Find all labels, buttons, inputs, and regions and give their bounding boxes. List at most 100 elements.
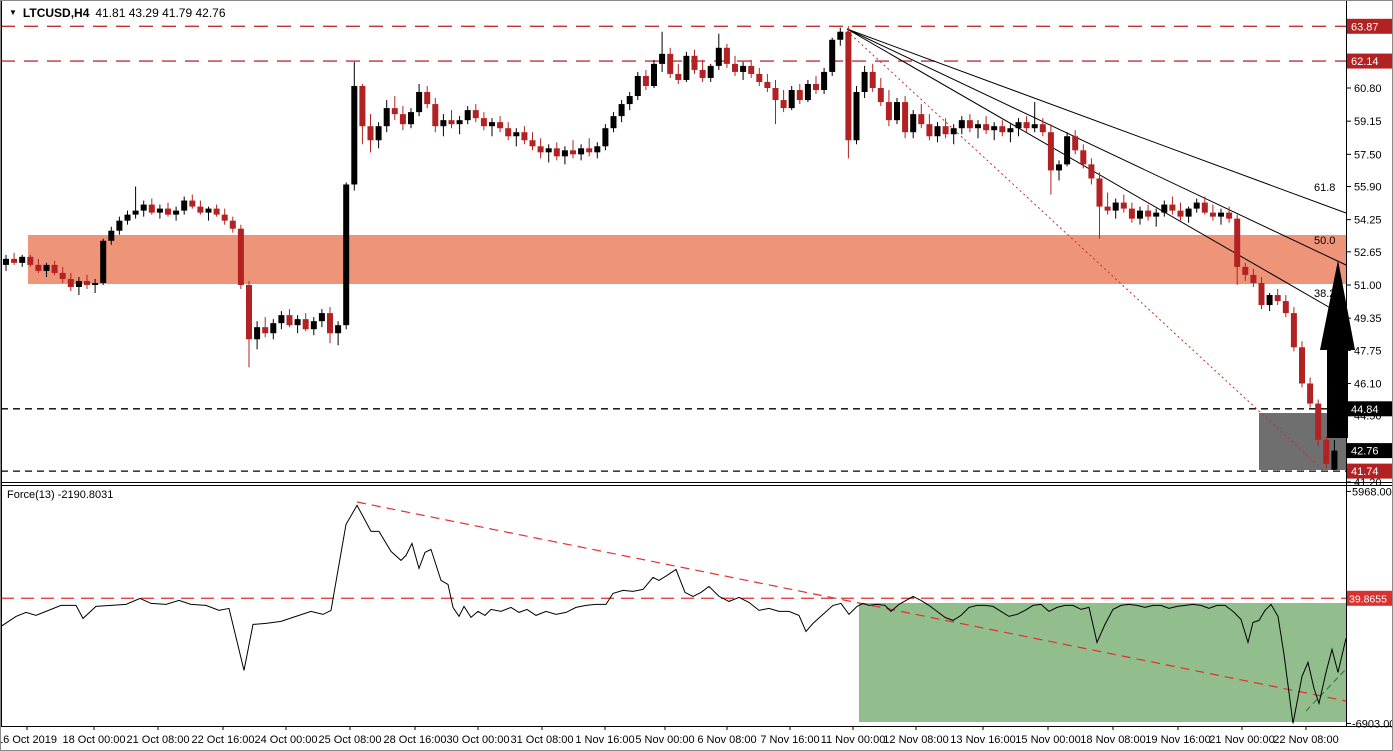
price-tick-label: 52.65 <box>1354 247 1382 259</box>
ohlc-readout: 41.81 43.29 41.79 42.76 <box>95 6 226 20</box>
candle-bull <box>1031 124 1038 129</box>
price-flag <box>1347 443 1392 459</box>
candle-bull <box>634 75 641 97</box>
fib-fan-ray[interactable] <box>846 28 1347 266</box>
candle-bear <box>148 204 155 213</box>
time-tick-label: 24 Oct 00:00 <box>255 734 318 746</box>
candle-bull <box>602 128 609 147</box>
candle-bull <box>578 148 585 155</box>
candle-bull <box>116 220 123 231</box>
candle-bull <box>788 90 795 109</box>
time-axis[interactable]: 16 Oct 2019 18 Oct 00:00 21 Oct 08:00 22 Oc… <box>1 726 1339 746</box>
candle-bear <box>11 258 18 263</box>
candle-bear <box>772 88 779 101</box>
symbol-dropdown-icon[interactable]: ▼ <box>9 8 17 17</box>
price-flag <box>1347 53 1392 69</box>
candle-bear <box>246 284 252 340</box>
fib-fan-label: 38.2 <box>1314 288 1335 300</box>
levels-group: 61.8 50.0 38.2 <box>1 25 1347 472</box>
candle-bear <box>780 100 787 109</box>
candle-bear <box>537 146 544 153</box>
price-tick-label: 47.75 <box>1354 345 1382 357</box>
price-flag-label: 63.87 <box>1351 21 1379 33</box>
candle-bear <box>1323 439 1330 464</box>
candle-bear <box>845 31 852 141</box>
candle-bear <box>424 92 431 105</box>
candle-bear <box>359 85 366 127</box>
candle-bear <box>1290 313 1297 348</box>
candle-bear <box>165 208 171 215</box>
time-tick-label: 1 Nov 16:00 <box>575 734 634 746</box>
candle-bear <box>1209 212 1216 217</box>
candle-bull <box>408 112 414 125</box>
candle-bull <box>618 104 625 117</box>
time-tick-label: 22 Nov 08:00 <box>1273 734 1338 746</box>
indicator-axis[interactable]: 5968.000 -6903.00 39.8655 <box>1346 486 1393 730</box>
candle-bear <box>237 228 244 285</box>
candle-bull <box>75 280 82 287</box>
candle-bull <box>140 204 147 211</box>
candle-bear <box>642 75 649 86</box>
candle-bear <box>570 150 576 155</box>
candle-bull <box>294 319 301 326</box>
candle-bear <box>1315 403 1322 440</box>
price-flag <box>1347 18 1392 34</box>
candle-bull <box>19 256 26 263</box>
time-tick-label: 28 Oct 16:00 <box>384 734 447 746</box>
candle-bull <box>43 264 50 271</box>
price-tick-label: 60.80 <box>1354 83 1382 95</box>
force-index-line <box>1 504 1347 724</box>
indicator-trendline[interactable] <box>356 501 1347 702</box>
candle-bull <box>1218 212 1224 217</box>
time-tick-label: 13 Nov 16:00 <box>950 734 1015 746</box>
price-axis[interactable]: 60.80 59.15 57.50 55.90 54.25 52.65 51.00 49.35… <box>1346 18 1393 489</box>
candle-bull <box>610 116 617 129</box>
candle-bear <box>1080 150 1087 165</box>
candle-bear <box>748 65 755 74</box>
supply-zone[interactable] <box>28 235 1346 284</box>
time-tick-label: 16 Oct 2019 <box>1 734 57 746</box>
time-tick-label: 21 Oct 08:00 <box>127 734 190 746</box>
candle-bear <box>448 120 455 125</box>
zones-group <box>28 235 1346 722</box>
candle-bull <box>254 327 261 340</box>
indicator-tick-label: -6903.00 <box>1352 718 1393 730</box>
candle-bull <box>156 208 163 213</box>
candle-bull <box>383 108 390 127</box>
candle-bull <box>659 53 666 64</box>
candle-bear <box>796 90 803 101</box>
indicator-group <box>1 501 1347 724</box>
candle-bear <box>999 126 1006 133</box>
price-flag <box>1347 401 1392 417</box>
candle-bull <box>173 210 180 215</box>
fib-fan-ray[interactable] <box>846 28 1347 318</box>
candle-bear <box>1088 164 1095 179</box>
symbol-title[interactable]: ▼ LTCUSD,H4 41.81 43.29 41.79 42.76 <box>9 6 226 20</box>
time-tick-label: 7 Nov 16:00 <box>760 734 819 746</box>
candle-bear <box>1226 212 1233 219</box>
candle-bear <box>1104 206 1111 211</box>
indicator-highlight-zone[interactable] <box>859 603 1346 722</box>
candle-bear <box>1072 136 1079 151</box>
candle-bear <box>529 140 536 147</box>
downtrend-dotted-line[interactable] <box>846 30 1325 472</box>
candle-bear <box>667 53 674 74</box>
candle-bear <box>1258 282 1265 306</box>
candle-bull <box>594 146 601 153</box>
fib-fan-ray[interactable] <box>846 28 1347 214</box>
time-tick-label: 19 Nov 16:00 <box>1145 734 1210 746</box>
candle-bull <box>318 313 325 322</box>
candle-bear <box>902 102 909 133</box>
candle-bull <box>270 323 277 334</box>
candle-bull <box>375 126 382 141</box>
candle-bear <box>1282 301 1289 314</box>
candle-bear <box>1047 132 1054 171</box>
candle-bear <box>983 124 990 131</box>
candle-bear <box>691 55 698 70</box>
time-tick-label: 11 Nov 00:00 <box>821 734 886 746</box>
candle-bull <box>456 120 463 125</box>
price-flag <box>1347 463 1392 479</box>
candle-bear <box>764 81 771 88</box>
candle-bull <box>416 92 423 113</box>
